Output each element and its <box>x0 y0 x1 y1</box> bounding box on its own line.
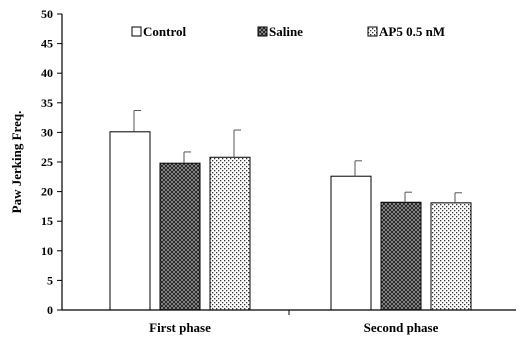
y-tick-label: 0 <box>47 303 53 317</box>
y-tick-label: 10 <box>41 244 53 258</box>
y-axis-label: Paw Jerking Freq. <box>9 111 24 214</box>
legend-label: Control <box>143 24 186 39</box>
y-axis: 0 5 10 15 20 25 30 35 40 45 50 <box>41 7 63 317</box>
bar <box>159 162 201 311</box>
bar <box>430 202 472 311</box>
legend: Control Saline AP5 0.5 nM <box>131 24 445 39</box>
bar <box>380 201 422 311</box>
y-tick-label: 30 <box>41 125 53 139</box>
bar <box>209 156 251 311</box>
y-tick-label: 15 <box>41 214 53 228</box>
legend-label: Saline <box>269 24 303 39</box>
y-tick-label: 40 <box>41 66 53 80</box>
legend-swatch <box>367 26 378 37</box>
y-tick-label: 20 <box>41 185 53 199</box>
bars <box>109 109 472 311</box>
y-tick-label: 35 <box>41 96 53 110</box>
y-tick-label: 5 <box>47 273 53 287</box>
x-tick-label: First phase <box>149 320 211 335</box>
x-tick-label: Second phase <box>364 320 439 335</box>
legend-swatch <box>257 26 268 37</box>
y-tick-label: 45 <box>41 37 53 51</box>
bar <box>330 175 372 311</box>
bar <box>109 131 151 311</box>
y-tick-label: 50 <box>41 7 53 21</box>
legend-label: AP5 0.5 nM <box>379 24 445 39</box>
y-tick-label: 25 <box>41 155 53 169</box>
legend-swatch <box>131 26 142 37</box>
x-axis: First phase Second phase <box>62 309 516 335</box>
